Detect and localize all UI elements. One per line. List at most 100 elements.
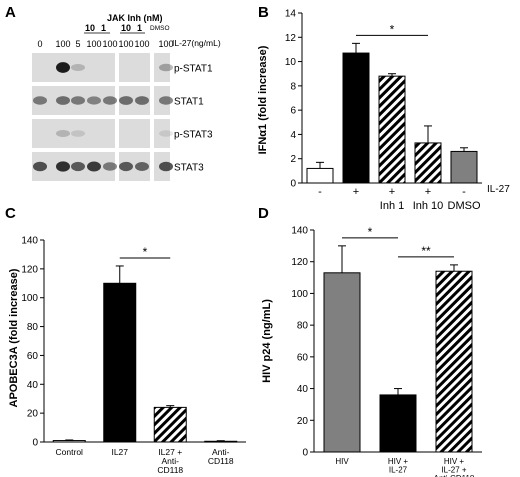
y-tick-label: 120 xyxy=(291,257,308,268)
category-label: HIV xyxy=(335,457,349,466)
protein-band xyxy=(119,161,133,172)
category-label: IL27 + xyxy=(158,447,182,457)
bar xyxy=(153,406,187,443)
inhibitor-level: 1 xyxy=(101,23,106,33)
protein-band xyxy=(135,96,149,105)
y-tick-label: 8 xyxy=(290,81,296,92)
protein-band xyxy=(87,96,101,105)
bars: * xyxy=(52,245,238,443)
y-axis-label: APOBEC3A (fold increase) xyxy=(8,268,20,407)
y-tick-label: 4 xyxy=(290,130,296,141)
protein-band xyxy=(56,161,70,172)
bar xyxy=(414,142,442,184)
category-label: Anti- xyxy=(212,447,230,457)
jak-inhibitor-header: JAK Inh (nM) xyxy=(107,13,163,23)
category-label: Anti- xyxy=(162,456,180,466)
il27-row-label: IL-27 xyxy=(487,184,510,195)
protein-band xyxy=(159,130,173,137)
blot-rows: p-STAT1 STAT1 p-STAT3 STAT3 xyxy=(32,53,213,181)
protein-band xyxy=(159,63,173,72)
panel-label-c: C xyxy=(5,205,16,222)
protein-band xyxy=(56,130,70,137)
bar xyxy=(103,282,137,443)
bar xyxy=(204,440,238,443)
y-tick-label: 20 xyxy=(27,409,39,420)
bars: * xyxy=(306,22,478,184)
y-tick-label: 0 xyxy=(302,448,308,459)
significance-marker: * xyxy=(143,245,148,259)
y-tick-label: 12 xyxy=(285,33,297,44)
protein-band xyxy=(71,64,85,71)
y-tick-label: 20 xyxy=(297,416,309,427)
bar xyxy=(379,394,417,453)
panel-c-chart: APOBEC3A (fold increase) 0 20 40 60 80 100 120… xyxy=(8,236,246,475)
y-tick-label: 140 xyxy=(21,236,38,247)
bar xyxy=(323,272,361,453)
inhibitor-level: 10 xyxy=(121,23,131,33)
protein-band xyxy=(119,96,133,105)
lane-label: 100 xyxy=(118,39,133,49)
significance-marker: * xyxy=(368,225,373,239)
protein-band xyxy=(135,162,149,171)
blot-strip xyxy=(32,119,115,148)
y-tick-label: 40 xyxy=(27,380,39,391)
panel-label-a: A xyxy=(5,4,16,21)
y-axis-label: IFNα1 (fold increase) xyxy=(257,45,269,154)
protein-band xyxy=(33,96,47,105)
lane-label: 0 xyxy=(37,39,42,49)
blot-strip xyxy=(154,53,170,82)
protein-band xyxy=(56,96,70,105)
dmso-label: DMSO xyxy=(150,25,170,32)
lane-label: 5 xyxy=(75,39,80,49)
significance-marker: ** xyxy=(421,244,431,258)
protein-band xyxy=(56,62,70,73)
category-sign: + xyxy=(425,186,431,198)
y-tick-label: 0 xyxy=(290,179,296,190)
bar xyxy=(52,440,86,443)
y-tick-label: 6 xyxy=(290,106,296,117)
category-sublabel: Inh 1 xyxy=(380,200,404,212)
bar xyxy=(435,270,473,453)
panel-label-b: B xyxy=(258,4,269,21)
blot-row-label: STAT3 xyxy=(174,163,204,174)
category-labels: - + + Inh 1 + Inh 10 - DMSO xyxy=(318,186,481,212)
y-tick-label: 60 xyxy=(27,351,39,362)
category-sign: - xyxy=(318,186,322,198)
protein-band xyxy=(87,161,101,172)
lane-label: 100 xyxy=(55,39,70,49)
il27-conc-label: IL-27(ng/mL) xyxy=(172,38,221,48)
category-label: HIV + xyxy=(388,457,409,466)
bar xyxy=(342,52,370,184)
y-tick-label: 120 xyxy=(21,264,38,275)
y-tick-label: 100 xyxy=(21,293,38,304)
protein-band xyxy=(103,96,117,105)
y-tick-label: 0 xyxy=(32,438,38,449)
y-tick-label: 2 xyxy=(290,154,296,165)
category-sign: + xyxy=(353,186,359,198)
blot-strip xyxy=(119,119,150,148)
y-tick-label: 10 xyxy=(285,57,297,68)
protein-band xyxy=(71,130,85,137)
blot-row-label: p-STAT1 xyxy=(174,64,213,75)
y-tick-label: 60 xyxy=(297,352,309,363)
category-sign: - xyxy=(462,186,466,198)
inhibitor-level: 10 xyxy=(85,23,95,33)
blot-lane-labels: 0 100 5 100 100 100 100 100 xyxy=(37,39,173,49)
lane-label: 100 xyxy=(158,39,173,49)
category-label: IL-27 xyxy=(389,466,408,475)
western-blot-panel: JAK Inh (nM) 10 1 10 1 DMSO IL-27(ng/mL)… xyxy=(32,13,221,181)
category-label: Control xyxy=(56,447,84,457)
bar xyxy=(306,167,334,184)
bar xyxy=(378,75,406,184)
protein-band xyxy=(159,96,173,105)
protein-band xyxy=(71,161,85,172)
y-axis-label: HIV p24 (ng/mL) xyxy=(261,299,273,383)
category-label: HIV + xyxy=(444,457,465,466)
category-label: IL27 xyxy=(111,447,128,457)
panel-label-d: D xyxy=(258,205,269,222)
blot-row-label: STAT1 xyxy=(174,97,204,108)
